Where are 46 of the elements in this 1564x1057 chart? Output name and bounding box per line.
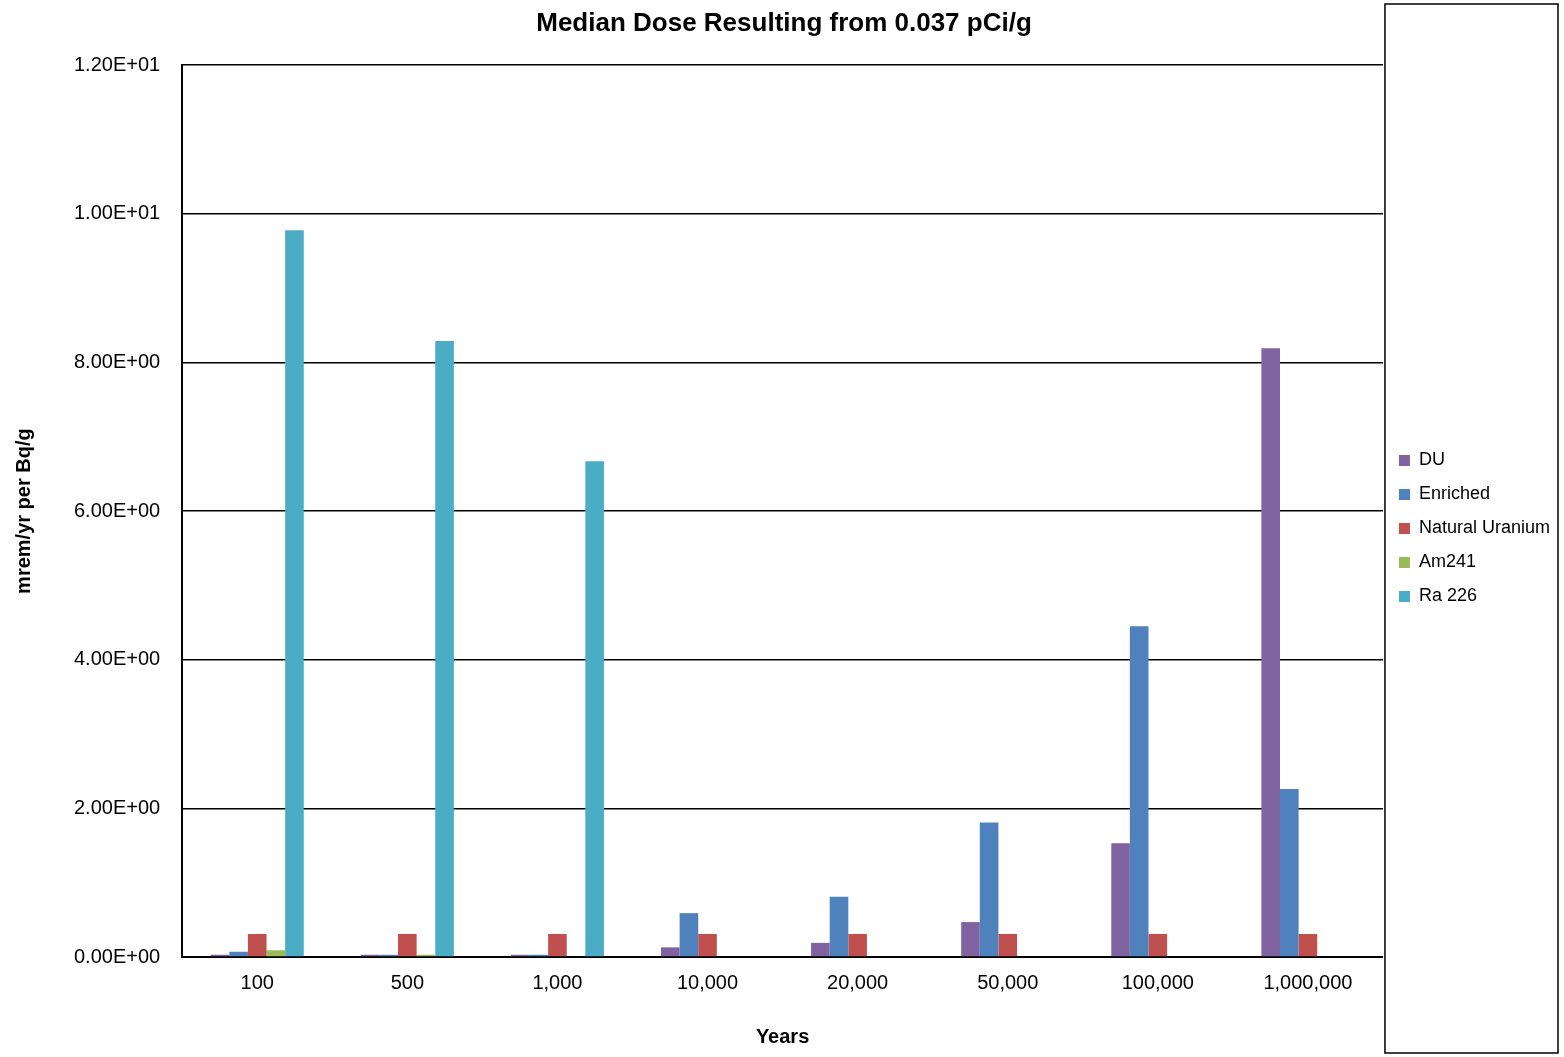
bar	[979, 822, 999, 957]
x-tick-label: 100,000	[1121, 970, 1194, 993]
bar	[285, 230, 304, 957]
bar	[1111, 843, 1130, 957]
bar	[1279, 789, 1299, 957]
legend-label: Enriched	[1418, 483, 1490, 504]
bar	[1148, 933, 1168, 957]
bar	[398, 933, 417, 957]
bar	[698, 933, 717, 957]
x-tick-label: 10,000	[676, 970, 739, 993]
bar	[435, 340, 454, 957]
y-tick-label: 0.00E+00	[73, 944, 161, 967]
bar	[1298, 933, 1318, 957]
x-tick-label: 20,000	[827, 970, 889, 993]
bar	[679, 913, 699, 957]
legend-label: Ra 226	[1418, 585, 1477, 606]
legend-label: Am241	[1418, 551, 1476, 572]
y-axis-title: mrem/yr per Bq/g	[11, 428, 34, 594]
bar	[661, 947, 680, 957]
x-tick-label: 100	[240, 970, 274, 993]
legend-label: Natural Uranium	[1418, 517, 1550, 538]
bar	[266, 950, 286, 957]
bar	[811, 942, 830, 957]
x-tick-label: 1,000	[532, 970, 583, 993]
y-tick-label: 1.00E+01	[73, 201, 161, 224]
x-tick-label: 1,000,000	[1263, 970, 1353, 993]
bar	[229, 951, 248, 957]
bar	[1129, 626, 1149, 957]
bar	[848, 933, 867, 957]
chart-title: Median Dose Resulting from 0.037 pCi/g	[536, 6, 1032, 37]
y-tick-label: 2.00E+00	[73, 795, 161, 818]
y-tick-label: 6.00E+00	[73, 498, 161, 521]
bar	[585, 461, 604, 957]
y-tick-label: 8.00E+00	[73, 349, 161, 372]
bar	[548, 933, 567, 957]
legend-label: DU	[1418, 449, 1445, 470]
x-tick-label: 500	[390, 970, 425, 993]
x-tick-label: 50,000	[977, 970, 1039, 993]
y-tick-label: 1.20E+01	[73, 52, 161, 75]
bar	[829, 896, 849, 957]
bar	[998, 933, 1018, 957]
y-tick-label: 4.00E+00	[73, 647, 161, 670]
bar	[247, 933, 267, 957]
bar	[1261, 348, 1280, 957]
bar	[961, 922, 980, 957]
x-axis-title: Years	[755, 1024, 810, 1047]
